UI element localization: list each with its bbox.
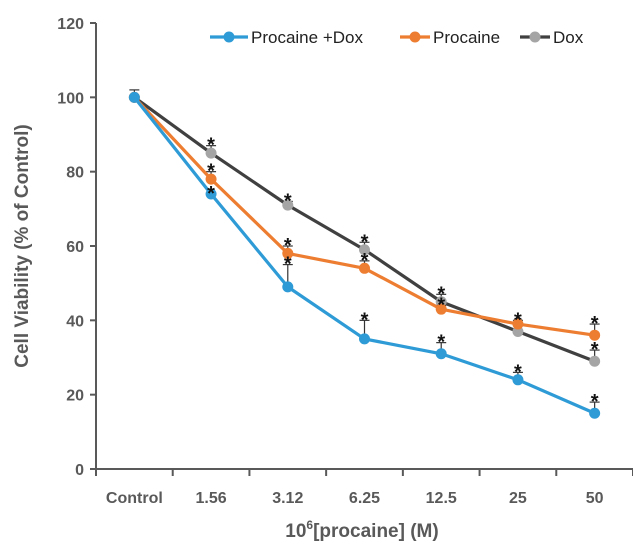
significance-marker: * bbox=[514, 361, 522, 383]
legend-swatch-marker bbox=[409, 31, 421, 43]
legend-label: Procaine bbox=[433, 28, 500, 47]
significance-marker: * bbox=[284, 235, 292, 257]
y-axis-title: Cell Viability (% of Control) bbox=[12, 124, 33, 368]
data-point bbox=[359, 333, 370, 345]
legend-swatch-marker bbox=[529, 31, 541, 43]
data-point bbox=[205, 173, 217, 185]
y-tick-label: 60 bbox=[66, 239, 84, 256]
significance-marker: * bbox=[361, 309, 369, 331]
data-point bbox=[435, 348, 447, 360]
significance-marker: * bbox=[361, 231, 369, 253]
y-tick-label: 80 bbox=[66, 165, 84, 182]
data-point bbox=[435, 303, 447, 315]
data-point bbox=[128, 91, 140, 103]
data-point bbox=[589, 355, 601, 367]
data-point bbox=[512, 374, 524, 386]
x-tick-label: Control bbox=[106, 490, 163, 507]
data-point bbox=[282, 199, 294, 211]
legend: Procaine +Dox Procaine Dox bbox=[210, 28, 584, 47]
x-tick-label: 6.25 bbox=[349, 490, 380, 507]
y-tick-label: 100 bbox=[57, 90, 84, 107]
significance-marker: * bbox=[591, 313, 599, 335]
y-tick-label: 40 bbox=[66, 313, 84, 330]
significance-marker: * bbox=[514, 309, 522, 331]
x-axis-title: 106[procaine] (M) bbox=[285, 518, 438, 542]
significance-marker: * bbox=[437, 294, 445, 316]
x-axis-title-rest: [procaine] (M) bbox=[313, 521, 439, 542]
legend-entry: Procaine +Dox bbox=[210, 28, 363, 47]
legend-label: Dox bbox=[553, 28, 584, 47]
data-point bbox=[205, 147, 217, 159]
data-point bbox=[512, 318, 524, 330]
significance-marker: * bbox=[207, 183, 215, 205]
y-tick-label: 20 bbox=[66, 388, 84, 405]
significance-marker: * bbox=[437, 332, 445, 354]
data-point bbox=[589, 329, 601, 341]
data-point bbox=[282, 281, 294, 293]
series-layer: ****************** bbox=[128, 89, 601, 419]
significance-marker: * bbox=[207, 135, 215, 157]
significance-marker: * bbox=[284, 254, 292, 276]
data-point bbox=[589, 407, 601, 419]
y-tick-label: 0 bbox=[75, 462, 84, 479]
x-tick-label: 12.5 bbox=[426, 490, 457, 507]
significance-marker: * bbox=[591, 339, 599, 361]
x-tick-label: 1.56 bbox=[196, 490, 227, 507]
data-point bbox=[359, 244, 370, 256]
series-1: ***** * bbox=[128, 91, 601, 341]
x-axis-title-superscript: 6 bbox=[306, 518, 313, 532]
significance-marker: * bbox=[437, 283, 445, 305]
significance-marker: * bbox=[284, 190, 292, 212]
legend-entry: Procaine bbox=[400, 28, 500, 47]
x-axis: Control 1.56 3.12 6.25 12.5 25 50 bbox=[95, 468, 633, 507]
significance-marker: * bbox=[591, 391, 599, 413]
x-tick-label: 3.12 bbox=[272, 490, 303, 507]
x-tick-label: 50 bbox=[586, 490, 604, 507]
data-point bbox=[359, 262, 370, 274]
data-point bbox=[282, 247, 294, 259]
y-axis: 0 20 40 60 80 100 120 bbox=[57, 16, 97, 479]
x-axis-title-base: 10 bbox=[285, 521, 306, 542]
data-point bbox=[205, 188, 217, 200]
series-0: ****** bbox=[128, 91, 601, 419]
significance-marker: * bbox=[207, 161, 215, 183]
series-line bbox=[133, 96, 595, 337]
x-tick-label: 25 bbox=[509, 490, 527, 507]
legend-label: Procaine +Dox bbox=[251, 28, 363, 47]
significance-marker: * bbox=[361, 250, 369, 272]
legend-swatch-marker bbox=[223, 31, 235, 43]
y-tick-label: 120 bbox=[57, 16, 84, 33]
legend-entry: Dox bbox=[520, 28, 584, 47]
